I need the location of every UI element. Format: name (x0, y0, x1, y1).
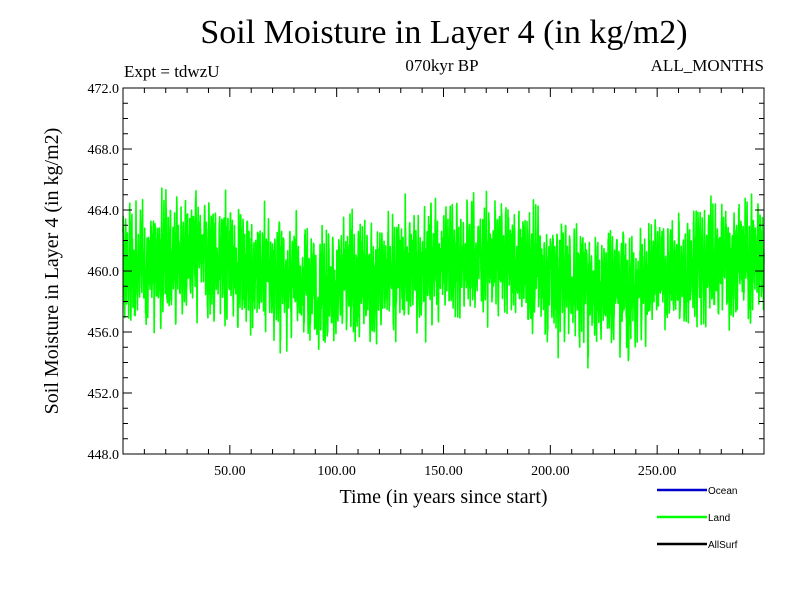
x-tick-label: 100.00 (317, 464, 356, 479)
y-axis-title: Soil Moisture in Layer 4 (in kg/m2) (41, 128, 63, 415)
series-line-land (122, 187, 765, 369)
experiment-label: Expt = tdwzU (124, 62, 220, 81)
legend-label-allsurf: AllSurf (708, 540, 738, 551)
y-tick-label: 456.0 (88, 326, 120, 341)
period-label: 070kyr BP (405, 56, 479, 75)
y-tick-label: 448.0 (88, 448, 120, 463)
legend-label-ocean: Ocean (708, 486, 737, 497)
x-axis-title: Time (in years since start) (339, 486, 547, 508)
y-tick-label: 464.0 (88, 204, 120, 219)
y-tick-label: 460.0 (88, 265, 120, 280)
chart-title: Soil Moisture in Layer 4 (in kg/m2) (200, 14, 688, 51)
months-label: ALL_MONTHS (650, 56, 764, 75)
x-tick-label: 50.00 (214, 464, 246, 479)
x-tick-label: 150.00 (424, 464, 463, 479)
x-tick-label: 250.00 (638, 464, 677, 479)
y-tick-label: 472.0 (88, 82, 120, 97)
series-layer (122, 187, 765, 369)
labels-layer: 50.00 100.00 150.00 200.00 250.00 448.0 452.0 4… (88, 82, 677, 479)
ticks-layer (123, 87, 764, 455)
y-tick-label: 468.0 (88, 143, 120, 158)
legend: Ocean Land AllSurf (657, 486, 738, 551)
x-tick-label: 200.00 (531, 464, 570, 479)
legend-label-land: Land (708, 513, 730, 524)
y-tick-label: 452.0 (88, 387, 120, 402)
